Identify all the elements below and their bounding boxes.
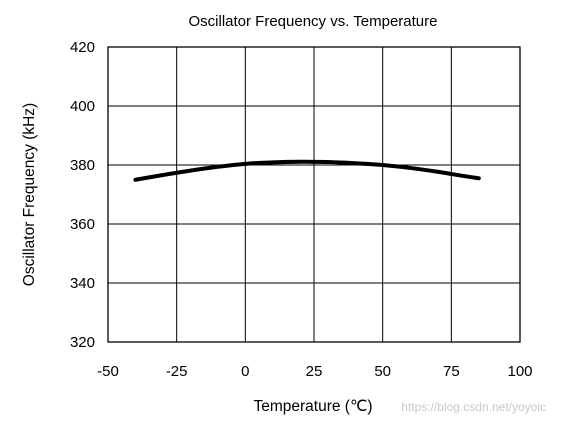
grid (107, 46, 521, 343)
x-tick-label: 25 (306, 363, 323, 380)
frequency-line (133, 159, 481, 182)
x-tick-label: 0 (241, 363, 249, 380)
y-tick-label: 400 (70, 98, 95, 115)
y-tick-label: 360 (70, 216, 95, 233)
x-tick-label: -25 (166, 363, 188, 380)
y-tick-label: 420 (70, 39, 95, 56)
chart-title: Oscillator Frequency vs. Temperature (189, 13, 438, 30)
y-tick-labels: 420 400 380 360 340 320 (70, 39, 95, 351)
y-axis-label: Oscillator Frequency (kHz) (21, 103, 38, 286)
x-tick-label: -50 (97, 363, 119, 380)
y-tick-label: 340 (70, 275, 95, 292)
y-tick-label: 320 (70, 334, 95, 351)
plot-frame (107, 46, 521, 343)
x-tick-label: 75 (443, 363, 460, 380)
x-tick-label: 50 (374, 363, 391, 380)
x-tick-label: 100 (507, 363, 532, 380)
x-axis-label: Temperature (℃) (253, 398, 372, 415)
y-tick-label: 380 (70, 157, 95, 174)
x-tick-labels: -50 -25 0 25 50 75 100 (97, 363, 532, 380)
watermark: https://blog.csdn.net/yoyoic (401, 400, 546, 414)
